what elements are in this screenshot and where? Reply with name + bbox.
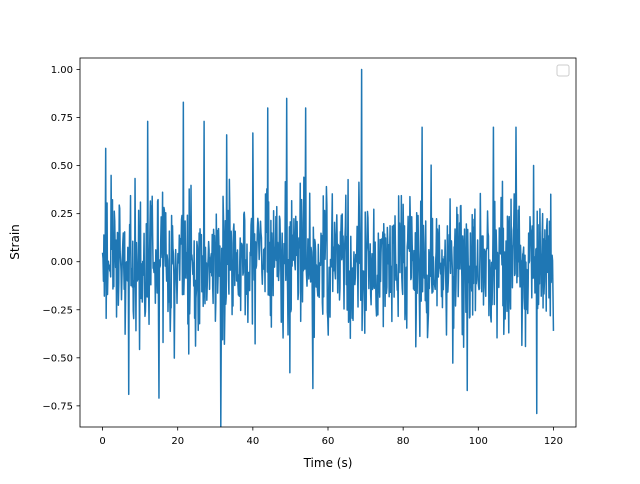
x-tick-label: 120 (544, 436, 563, 447)
y-tick-label: −0.50 (42, 353, 73, 364)
y-tick-label: 0.75 (51, 113, 73, 124)
y-tick-label: 0.00 (51, 257, 73, 268)
x-tick-label: 60 (322, 436, 335, 447)
plot-frame (79, 57, 577, 428)
y-tick-label: 0.25 (51, 209, 73, 220)
y-tick-label: 1.00 (51, 65, 73, 76)
y-tick-label: −0.75 (42, 401, 73, 412)
y-axis-label: Strain (8, 224, 22, 260)
x-tick-label: 100 (469, 436, 488, 447)
x-axis-label: Time (s) (303, 456, 353, 470)
signal-line (101, 68, 555, 427)
y-tick-label: 0.50 (51, 161, 73, 172)
legend-box (556, 64, 570, 77)
series-layer (101, 68, 555, 427)
x-tick-label: 20 (171, 436, 184, 447)
x-tick-label: 40 (246, 436, 259, 447)
y-tick-label: −0.25 (42, 305, 73, 316)
y-axis-ticks: −0.75 −0.50 −0.25 0.00 0.25 0.50 0.75 1.00 (42, 65, 80, 412)
x-tick-label: 80 (397, 436, 410, 447)
x-axis-ticks: 0 20 40 60 80 100 120 (99, 427, 563, 447)
x-tick-label: 0 (99, 436, 105, 447)
